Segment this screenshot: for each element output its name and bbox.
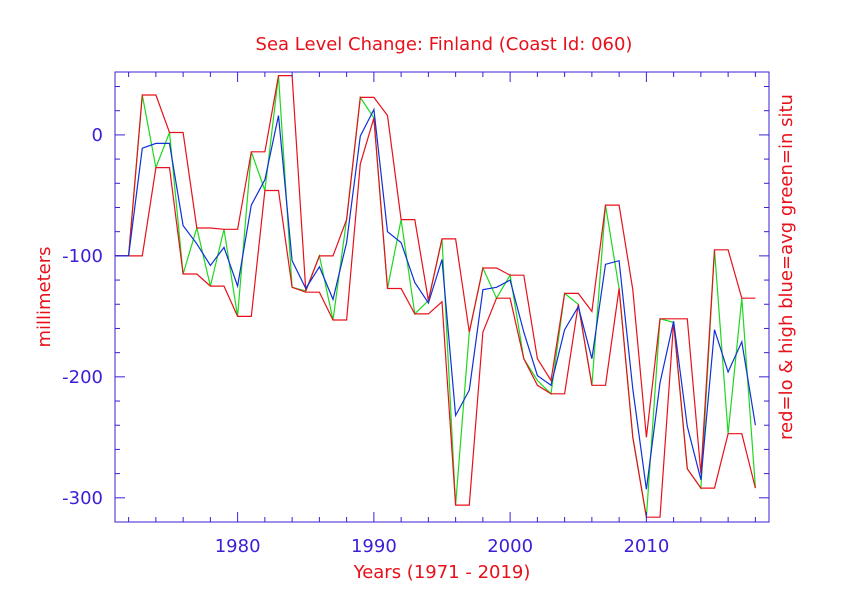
y-tick-label: 0 — [92, 125, 103, 146]
y-tick-label: -300 — [62, 488, 103, 509]
x-tick-label: 2010 — [623, 536, 669, 557]
x-tick-label: 2000 — [487, 536, 533, 557]
series-line-avg — [115, 107, 756, 490]
y-tick-label: -200 — [62, 367, 103, 388]
x-tick-label: 1980 — [215, 536, 261, 557]
series-layer — [115, 74, 756, 518]
x-tick-label: 1990 — [351, 536, 397, 557]
series-line-low — [115, 117, 756, 518]
y-axis: 0 -100 -200 -300 — [62, 86, 769, 509]
y-tick-label: -100 — [62, 246, 103, 267]
x-axis-label: Years (1971 - 2019) — [353, 562, 531, 583]
series-line-in-situ — [115, 75, 756, 518]
y-axis-label: millimeters — [34, 246, 55, 347]
chart-title: Sea Level Change: Finland (Coast Id: 060… — [256, 34, 633, 55]
series-line-high — [115, 74, 756, 474]
plot-frame — [114, 71, 770, 523]
x-axis: 1980 1990 2000 2010 — [128, 72, 756, 557]
right-legend-label: red=lo & high blue=avg green=in situ — [776, 94, 797, 440]
